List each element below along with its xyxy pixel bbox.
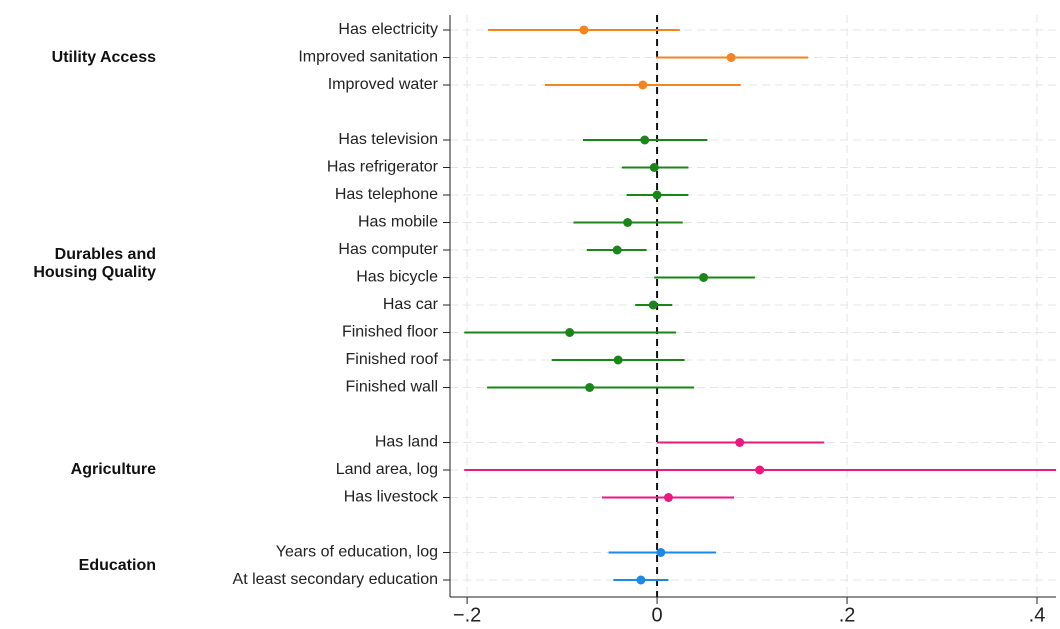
point-estimate (585, 383, 595, 392)
group-label: Agriculture (70, 461, 156, 478)
x-tick-label: .2 (839, 604, 856, 626)
point-estimate (755, 465, 765, 475)
y-tick-label: Land area, log (336, 461, 438, 478)
y-tick-label: Improved sanitation (298, 49, 438, 66)
x-tick-label: −.2 (453, 604, 481, 626)
point-estimate (699, 273, 709, 282)
point-estimate (613, 355, 623, 365)
y-tick-label: Has television (338, 131, 438, 148)
plot-area (450, 15, 1056, 597)
y-tick-label: Improved water (328, 76, 439, 93)
point-estimate (663, 493, 673, 502)
point-estimate (638, 80, 648, 90)
y-tick-label: Finished roof (346, 351, 439, 368)
y-tick-label: Has bicycle (356, 269, 438, 286)
y-tick-label: Has computer (338, 241, 438, 258)
y-tick-label: Has mobile (358, 214, 438, 231)
point-estimate (648, 300, 658, 310)
x-tick-label: 0 (652, 604, 663, 626)
y-tick-label: Has car (383, 296, 439, 313)
y-tick-label: Years of education, log (276, 544, 438, 561)
point-estimate (612, 245, 622, 255)
point-estimate (640, 135, 650, 145)
point-estimate (623, 218, 633, 227)
point-estimate (656, 548, 666, 557)
group-label: Education (78, 557, 156, 575)
x-tick-label: .4 (1029, 604, 1046, 626)
y-tick-label: Finished wall (346, 379, 438, 396)
y-tick-label: Has livestock (344, 489, 439, 506)
y-tick-label: Finished floor (342, 324, 439, 341)
point-estimate (565, 328, 575, 337)
point-estimate (579, 25, 589, 35)
point-estimate (649, 163, 659, 172)
point-estimate (636, 575, 646, 585)
y-tick-label: Has refrigerator (327, 159, 439, 176)
y-tick-label: Has telephone (335, 186, 438, 203)
y-tick-label: Has land (375, 434, 438, 451)
point-estimate (652, 190, 662, 200)
point-estimate (735, 438, 745, 447)
y-tick-label: Has electricity (338, 21, 438, 38)
group-label: Durables and Housing Quality (33, 245, 156, 281)
point-estimate (726, 53, 736, 62)
y-tick-label: At least secondary education (233, 571, 438, 588)
group-label: Utility Access (51, 48, 156, 66)
